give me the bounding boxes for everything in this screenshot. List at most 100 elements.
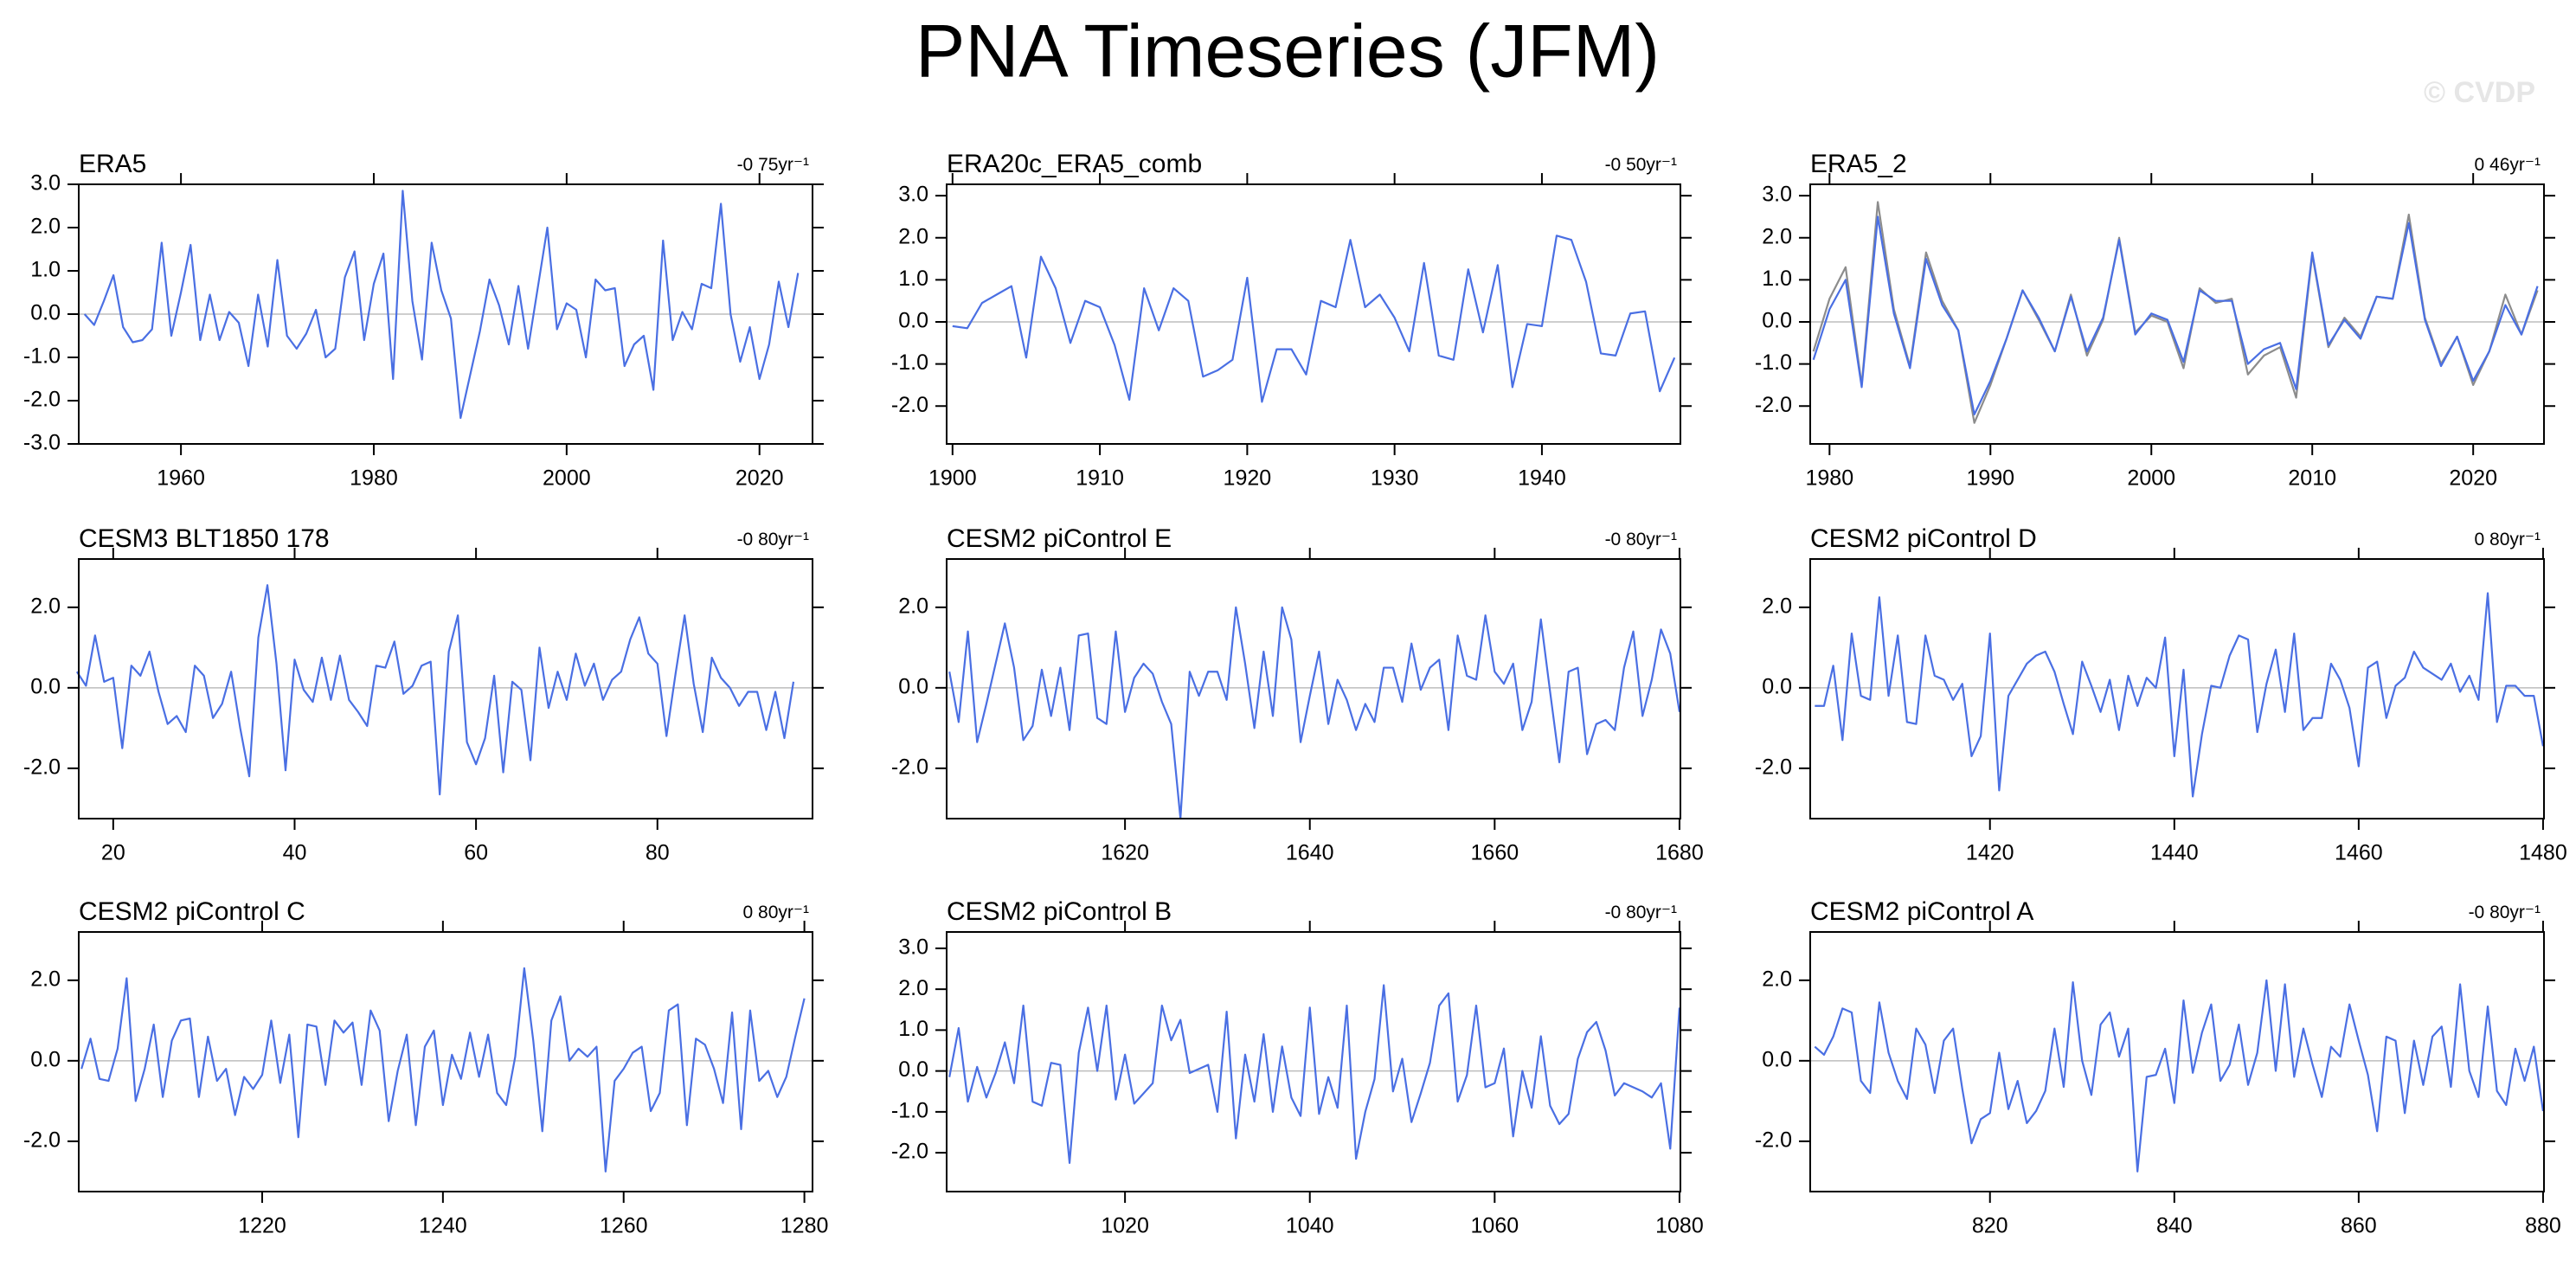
y-tick-label: -2.0 bbox=[891, 1140, 928, 1164]
x-tick-label: 2020 bbox=[736, 466, 784, 491]
y-tick-label: 3.0 bbox=[898, 935, 928, 960]
x-tick-label: 1990 bbox=[1966, 466, 2014, 491]
y-tick-label: 0.0 bbox=[30, 301, 61, 325]
y-tick-label: -2.0 bbox=[23, 388, 61, 412]
series-line bbox=[75, 584, 795, 796]
x-tick-label: 1920 bbox=[1224, 466, 1272, 491]
x-tick-label: 1980 bbox=[1806, 466, 1854, 491]
y-tick-label: 0.0 bbox=[30, 674, 61, 698]
series-line bbox=[80, 967, 806, 1173]
y-tick-label: 2.0 bbox=[898, 594, 928, 618]
y-tick-label: 0.0 bbox=[1762, 674, 1792, 698]
series-line bbox=[1814, 979, 2545, 1173]
plot-frame bbox=[1809, 931, 2545, 1192]
trend-annotation: -0 80yr⁻¹ bbox=[737, 530, 809, 549]
x-tick-label: 880 bbox=[2525, 1214, 2561, 1238]
y-tick-label: 1.0 bbox=[898, 1017, 928, 1041]
y-tick-label: 2.0 bbox=[1762, 224, 1792, 248]
x-tick-label: 1480 bbox=[2519, 841, 2567, 865]
x-tick-label: 1940 bbox=[1518, 466, 1566, 491]
x-tick-label: 1060 bbox=[1471, 1214, 1519, 1238]
figure-title: PNA Timeseries (JFM) bbox=[915, 10, 1660, 93]
series-line bbox=[952, 235, 1676, 403]
y-tick-label: 1.0 bbox=[898, 267, 928, 291]
series-line bbox=[83, 190, 800, 420]
x-tick-label: 1460 bbox=[2335, 841, 2383, 865]
y-tick-label: -2.0 bbox=[891, 393, 928, 417]
y-tick-label: 2.0 bbox=[1762, 594, 1792, 618]
panel-title: ERA5_2 bbox=[1810, 150, 1907, 178]
watermark: © CVDP bbox=[2424, 76, 2535, 109]
plot-frame bbox=[1809, 183, 2545, 445]
plot-frame bbox=[78, 931, 813, 1192]
y-tick-label: 0.0 bbox=[1762, 309, 1792, 333]
trend-annotation: -0 80yr⁻¹ bbox=[1605, 530, 1677, 549]
y-tick-label: -2.0 bbox=[891, 755, 928, 779]
y-tick-label: 2.0 bbox=[1762, 967, 1792, 991]
x-tick-label: 1910 bbox=[1076, 466, 1124, 491]
x-tick-label: 20 bbox=[101, 841, 125, 865]
y-tick-label: -1.0 bbox=[891, 1098, 928, 1122]
trend-annotation: 0 80yr⁻¹ bbox=[743, 903, 809, 922]
x-tick-label: 1680 bbox=[1655, 841, 1704, 865]
y-tick-label: 0.0 bbox=[1762, 1047, 1792, 1071]
panel-title: CESM3 BLT1850 178 bbox=[79, 524, 330, 553]
y-tick-label: 0.0 bbox=[898, 1057, 928, 1082]
y-tick-label: 2.0 bbox=[30, 967, 61, 991]
x-tick-label: 1660 bbox=[1471, 841, 1519, 865]
x-tick-label: 820 bbox=[1972, 1214, 2008, 1238]
y-tick-label: -2.0 bbox=[1755, 755, 1792, 779]
panel-title: CESM2 piControl C bbox=[79, 897, 305, 926]
y-tick-label: 3.0 bbox=[898, 183, 928, 207]
x-tick-label: 1980 bbox=[350, 466, 398, 491]
x-tick-label: 1960 bbox=[157, 466, 205, 491]
y-tick-label: -1.0 bbox=[1755, 350, 1792, 375]
trend-annotation: 0 80yr⁻¹ bbox=[2475, 530, 2541, 549]
x-tick-label: 1280 bbox=[781, 1214, 829, 1238]
x-tick-label: 1930 bbox=[1371, 466, 1419, 491]
trend-annotation: 0 46yr⁻¹ bbox=[2475, 155, 2541, 175]
x-tick-label: 80 bbox=[646, 841, 670, 865]
y-tick-label: 3.0 bbox=[1762, 183, 1792, 207]
series-line bbox=[1815, 592, 2545, 798]
y-tick-label: 1.0 bbox=[1762, 267, 1792, 291]
series-line bbox=[1812, 201, 2539, 424]
y-tick-label: 0.0 bbox=[30, 1047, 61, 1071]
series-line bbox=[948, 606, 1681, 820]
y-tick-label: -2.0 bbox=[23, 1128, 61, 1152]
y-tick-label: 2.0 bbox=[30, 215, 61, 239]
panel-title: ERA20c_ERA5_comb bbox=[947, 150, 1202, 178]
panel-title: CESM2 piControl B bbox=[947, 897, 1172, 926]
plot-frame bbox=[946, 558, 1681, 819]
x-tick-label: 40 bbox=[283, 841, 307, 865]
x-tick-label: 1260 bbox=[600, 1214, 648, 1238]
trend-annotation: -0 80yr⁻¹ bbox=[1605, 903, 1677, 922]
x-tick-label: 1420 bbox=[1966, 841, 2014, 865]
y-tick-label: 2.0 bbox=[898, 976, 928, 1000]
x-tick-label: 860 bbox=[2341, 1214, 2377, 1238]
x-tick-label: 2000 bbox=[2127, 466, 2175, 491]
plot-frame bbox=[78, 558, 813, 819]
plot-frame bbox=[946, 931, 1681, 1192]
y-tick-label: 2.0 bbox=[30, 594, 61, 618]
x-tick-label: 840 bbox=[2156, 1214, 2193, 1238]
x-tick-label: 1440 bbox=[2150, 841, 2199, 865]
y-tick-label: 3.0 bbox=[30, 171, 61, 196]
y-tick-label: -1.0 bbox=[23, 344, 61, 369]
x-tick-label: 2020 bbox=[2449, 466, 2497, 491]
x-tick-label: 1900 bbox=[928, 466, 977, 491]
plot-frame bbox=[946, 183, 1681, 445]
trend-annotation: -0 75yr⁻¹ bbox=[737, 155, 809, 175]
series-line bbox=[948, 984, 1681, 1165]
y-tick-label: 0.0 bbox=[898, 674, 928, 698]
x-tick-label: 1080 bbox=[1655, 1214, 1704, 1238]
y-tick-label: -1.0 bbox=[891, 350, 928, 375]
y-tick-label: -3.0 bbox=[23, 431, 61, 455]
x-tick-label: 1040 bbox=[1286, 1214, 1334, 1238]
x-tick-label: 2000 bbox=[543, 466, 591, 491]
y-tick-label: 0.0 bbox=[898, 309, 928, 333]
plot-frame bbox=[78, 183, 813, 445]
x-tick-label: 1640 bbox=[1286, 841, 1334, 865]
panel-title: ERA5 bbox=[79, 150, 146, 178]
